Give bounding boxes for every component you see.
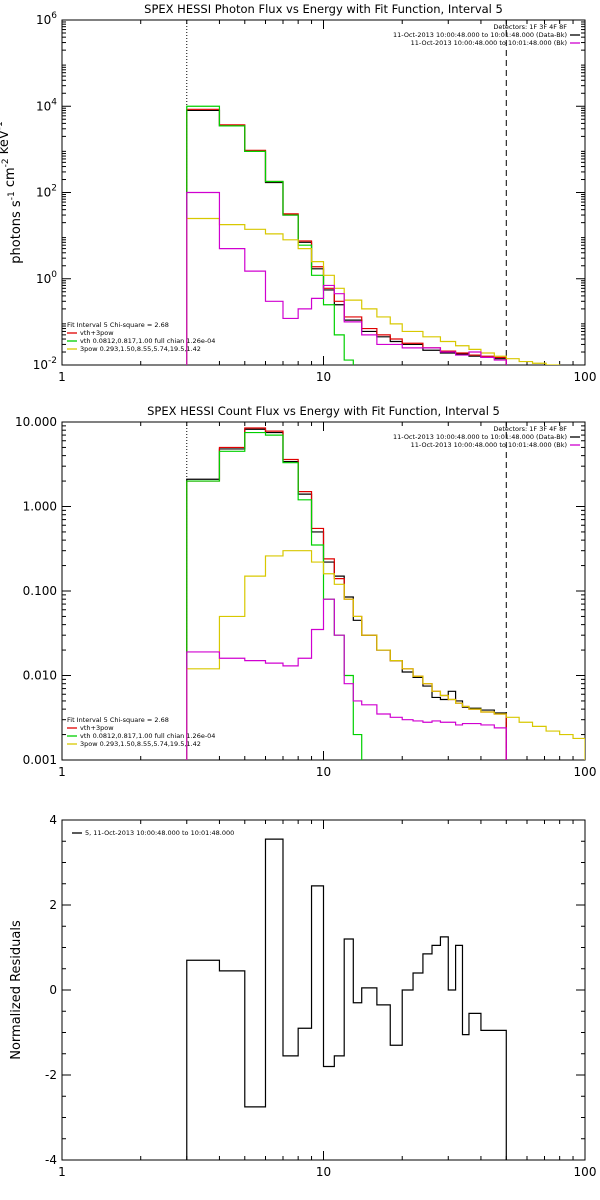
x-tick-label: 10 xyxy=(316,370,331,384)
series-0-step-line xyxy=(186,428,507,760)
y-tick-exponent: 6 xyxy=(51,11,57,21)
y-tick-label: -4 xyxy=(45,1153,57,1167)
y-tick-label: 100 xyxy=(36,270,57,286)
y-tick-base: 10 xyxy=(36,13,51,27)
legend-top-entry: Detectors: 1F 3F 4F 8F xyxy=(493,23,567,31)
y-tick-label: 0.001 xyxy=(23,753,57,767)
legend-bottom-entry: 3pow 0.293,1.50,8.55,5.74,19.5,1.42 xyxy=(80,740,201,748)
legend-inner-entry: 5, 11-Oct-2013 10:00:48.000 to 10:01:48.… xyxy=(85,829,234,837)
legend-top-entry: 11-Oct-2013 10:00:48.000 to 10:01:48.000… xyxy=(393,433,567,441)
y-tick-base: 10 xyxy=(36,99,51,113)
y-tick-exponent: 4 xyxy=(51,97,57,107)
series-1-step-line xyxy=(186,108,507,365)
x-tick-label: 100 xyxy=(574,765,597,779)
x-tick-label: 100 xyxy=(574,1165,597,1179)
series-4-step-line xyxy=(186,598,507,760)
y-axis-label: photons s-1 cm-2 keV-1 xyxy=(0,121,24,263)
y-tick-label: 10.000 xyxy=(15,415,57,429)
count-flux-panel: SPEX HESSI Count Flux vs Energy with Fit… xyxy=(15,404,596,779)
x-tick-label: 1 xyxy=(58,765,66,779)
chart-title: SPEX HESSI Photon Flux vs Energy with Fi… xyxy=(144,2,503,16)
y-tick-base: 10 xyxy=(36,272,51,286)
series-3-step-line xyxy=(186,217,561,365)
x-tick-label: 100 xyxy=(574,370,597,384)
x-tick-label: 10 xyxy=(316,765,331,779)
y-tick-label: 10-2 xyxy=(33,356,57,372)
legend-bottom-entry: vth 0.0812,0.817,1.00 full chian 1.26e-0… xyxy=(80,337,215,345)
y-tick-label: 0.010 xyxy=(23,669,57,683)
series-group xyxy=(186,105,561,365)
legend-bottom-entry: vth+3pow xyxy=(80,724,114,732)
series-4-step-line xyxy=(186,191,507,365)
series-0-step-line xyxy=(186,109,507,365)
y-tick-exponent: 0 xyxy=(51,270,57,280)
y-tick-label: 102 xyxy=(36,184,57,200)
y-tick-label: 106 xyxy=(36,11,57,27)
y-tick-label: 0 xyxy=(49,983,57,997)
legend-bottom-entry: vth 0.0812,0.817,1.00 full chian 1.26e-0… xyxy=(80,732,215,740)
series-group xyxy=(186,838,507,1160)
series-group xyxy=(186,427,585,760)
x-tick-label: 1 xyxy=(58,370,66,384)
series-2-step-line xyxy=(186,105,354,365)
series-3-step-line xyxy=(186,550,585,760)
legend-top-entry: 11-Oct-2013 10:00:48.000 to 10:01:48.000… xyxy=(411,39,567,47)
residuals-panel: 1 10 100 -4 -2 0 2 4 Normalized Residuals 5, 11-O… xyxy=(9,813,596,1179)
y-tick-label: 0.100 xyxy=(23,584,57,598)
x-tick-label: 1 xyxy=(58,1165,66,1179)
y-tick-exponent: 2 xyxy=(51,184,57,194)
series-2-step-line xyxy=(186,431,363,760)
y-tick-label: 4 xyxy=(49,813,57,827)
y-tick-label: -2 xyxy=(45,1068,57,1082)
y-tick-exponent: -2 xyxy=(48,356,57,366)
chart-title: SPEX HESSI Count Flux vs Energy with Fit… xyxy=(147,404,500,418)
y-tick-label: 104 xyxy=(36,97,57,113)
legend-top-entry: Detectors: 1F 3F 4F 8F xyxy=(493,425,567,433)
legend-bottom-entry: Fit Interval 5 Chi-square = 2.68 xyxy=(67,321,169,329)
legend-top-entry: 11-Oct-2013 10:00:48.000 to 10:01:48.000… xyxy=(411,441,567,449)
legend-bottom-entry: vth+3pow xyxy=(80,329,114,337)
y-tick-label: 2 xyxy=(49,898,57,912)
series-0-step-line xyxy=(186,838,507,1160)
y-tick-base: 10 xyxy=(36,186,51,200)
y-tick-base: 10 xyxy=(33,358,48,372)
legend-top-entry: 11-Oct-2013 10:00:48.000 to 10:01:48.000… xyxy=(393,31,567,39)
photon-flux-panel: SPEX HESSI Photon Flux vs Energy with Fi… xyxy=(0,2,596,384)
y-axis-label: Normalized Residuals xyxy=(9,920,24,1060)
legend-bottom-entry: 3pow 0.293,1.50,8.55,5.74,19.5,1.42 xyxy=(80,345,201,353)
legend-bottom-entry: Fit Interval 5 Chi-square = 2.68 xyxy=(67,716,169,724)
y-tick-label: 1.000 xyxy=(23,500,57,514)
x-tick-label: 10 xyxy=(316,1165,331,1179)
